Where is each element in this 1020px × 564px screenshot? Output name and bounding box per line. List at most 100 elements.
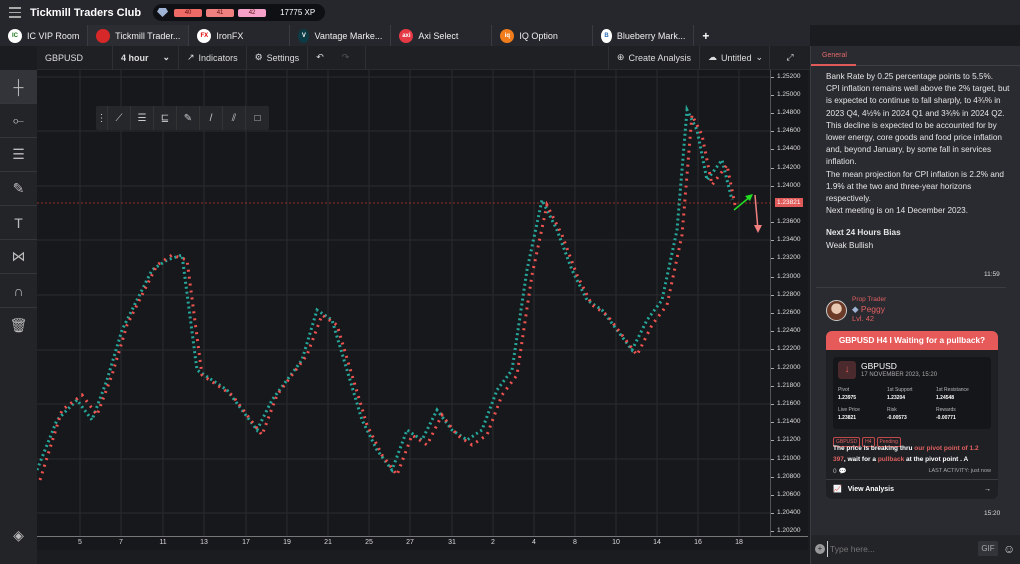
comment-count[interactable]: 0 💬	[833, 468, 847, 475]
divider	[826, 479, 998, 480]
settings-button[interactable]: ⚙ Settings	[247, 45, 309, 70]
message-line: The mean projection for CPI inflation is…	[826, 169, 1004, 204]
tab-general[interactable]: General	[811, 46, 1020, 66]
card-description: The price is breaking thru our pivot poi…	[833, 445, 979, 463]
text-tool[interactable]: T	[0, 206, 37, 240]
x-tick: 4	[532, 539, 536, 546]
pitchfork-icon[interactable]: ⊑	[154, 106, 177, 130]
tab-label: IC VIP Room	[27, 30, 80, 41]
x-tick: 11	[159, 539, 167, 546]
tab-iq-option[interactable]: iq IQ Option	[492, 25, 594, 46]
x-tick: 16	[694, 539, 702, 546]
top-bar: Tickmill Traders Club 40 41 42 17775 XP	[0, 0, 1020, 25]
x-tick: 31	[448, 539, 456, 546]
tab-ironfx[interactable]: FX IronFX	[189, 25, 291, 46]
brush-icon[interactable]: ✎	[177, 106, 200, 130]
message-line: Next meeting is on 14 December 2023.	[826, 206, 968, 216]
x-tick: 19	[283, 539, 291, 546]
undo-icon[interactable]: ↶	[316, 52, 324, 62]
y-tick: 1.20400	[771, 509, 801, 516]
create-analysis-button[interactable]: ⊕ Create Analysis	[607, 45, 700, 70]
add-tab-button[interactable]: +	[702, 28, 710, 43]
trend-line-icon[interactable]: ⟋	[108, 106, 131, 130]
chevron-down-icon: ⌄	[755, 52, 764, 62]
drawing-sidebar: ┼ ⟜ ☰ ✎ T ⋈ ∩ 🗑 ◈	[0, 70, 37, 564]
layers-icon[interactable]: ◈	[13, 526, 24, 543]
analysis-card[interactable]: GBPUSD H4 I Waiting for a pullback? ↓ GB…	[826, 331, 998, 499]
author-name[interactable]: ◆ Peggy	[852, 304, 885, 315]
trash-icon[interactable]: 🗑	[9, 316, 28, 333]
indicators-icon: ↗	[187, 52, 195, 62]
tag-chip: Pending	[876, 437, 901, 447]
rectangle-icon[interactable]: □	[254, 112, 261, 124]
menu-icon[interactable]	[0, 7, 30, 18]
divider	[816, 287, 1006, 288]
chart-icon: 📈	[833, 486, 842, 493]
price-chart[interactable]	[35, 70, 770, 536]
tab-label: General	[822, 52, 847, 59]
y-tick: 1.20200	[771, 527, 801, 534]
horizontal-line-tool[interactable]: ⟜	[0, 104, 37, 138]
x-tick: 27	[406, 539, 414, 546]
parallel-line-icon[interactable]: ⫽	[223, 106, 246, 130]
fullscreen-button[interactable]: ⤢	[770, 46, 810, 70]
card-time: 15:20	[984, 510, 1001, 517]
gif-button[interactable]: GIF	[978, 541, 998, 556]
y-tick: 1.21400	[771, 418, 801, 425]
pattern-tool[interactable]: ⋈	[0, 240, 37, 274]
brush-tool[interactable]: ✎	[0, 172, 37, 206]
arrow-down-icon: ↓	[838, 361, 856, 379]
xp-level: 41	[206, 8, 235, 17]
layout-select[interactable]: ☁ Untitled ⌄	[700, 45, 770, 70]
xp-level: 42	[238, 8, 267, 17]
analysis-summary: ↓ GBPUSD 17 NOVEMBER 2023, 15:20 Pivot 1.…	[833, 357, 991, 429]
tab-ic-vip-room[interactable]: IC IC VIP Room	[0, 25, 89, 46]
time-axis[interactable]: 5 7 11 13 17 19 21 25 27 31 2 4 8 10 14 …	[37, 536, 808, 550]
tab-tickmill[interactable]: Tickmill Trader...	[88, 25, 190, 46]
y-tick: 1.22600	[771, 309, 801, 316]
y-tick: 1.25000	[771, 91, 801, 98]
symbol-field[interactable]: GBPUSD	[37, 45, 113, 70]
price-axis[interactable]: 1.25200 1.25000 1.24800 1.24600 1.24400 …	[770, 70, 808, 536]
tag-chip: H4	[862, 437, 875, 447]
indicators-button[interactable]: ↗ Indicators	[179, 45, 247, 70]
y-tick: 1.25200	[771, 73, 801, 80]
view-analysis-button[interactable]: 📈 View Analysis →	[833, 485, 991, 494]
avatar[interactable]	[826, 300, 847, 321]
y-tick: 1.21600	[771, 400, 801, 407]
tab-vantage[interactable]: V Vantage Marke...	[290, 25, 392, 46]
y-tick: 1.20800	[771, 473, 801, 480]
author-name-text: Peggy	[860, 304, 886, 314]
y-tick: 1.22800	[771, 291, 801, 298]
timeframe-select[interactable]: 4 hour ⌄	[113, 45, 179, 70]
x-tick: 17	[242, 539, 250, 546]
drag-handle-icon[interactable]: ⋮	[96, 106, 108, 130]
y-tick: 1.22000	[771, 364, 801, 371]
add-attachment-icon[interactable]: +	[815, 544, 825, 554]
tab-axi-select[interactable]: axi Axi Select	[391, 25, 493, 46]
ray-icon[interactable]: /	[200, 106, 223, 130]
settings-label: Settings	[266, 52, 300, 63]
fullscreen-icon: ⤢	[786, 52, 794, 62]
message-time: 11:59	[984, 271, 1000, 278]
card-date: 17 NOVEMBER 2023, 15:20	[861, 372, 938, 378]
magnet-tool[interactable]: ∩	[0, 274, 37, 308]
tab-blueberry[interactable]: B Blueberry Mark...	[593, 25, 695, 46]
fib-tool[interactable]: ☰	[0, 138, 37, 172]
y-tick: 1.21000	[771, 455, 801, 462]
chat-input[interactable]	[827, 541, 967, 557]
emoji-icon[interactable]: ☺	[1003, 542, 1016, 556]
redo-icon[interactable]: ↷	[341, 52, 350, 62]
xp-level: 40	[174, 8, 203, 17]
indicators-label: Indicators	[198, 52, 238, 63]
card-symbol: GBPUSD	[861, 361, 897, 371]
channel-icon[interactable]: ☰	[131, 106, 154, 130]
x-tick: 8	[573, 539, 577, 546]
tab-label: Axi Select	[418, 30, 459, 41]
cloud-upload-icon: ☁	[708, 52, 717, 62]
comment-icon: 💬	[838, 468, 847, 475]
x-tick: 14	[653, 539, 661, 546]
tag-chip: GBPUSD	[833, 437, 861, 447]
chevron-down-icon: ⌄	[162, 52, 170, 62]
crosshair-tool[interactable]: ┼	[0, 70, 37, 104]
